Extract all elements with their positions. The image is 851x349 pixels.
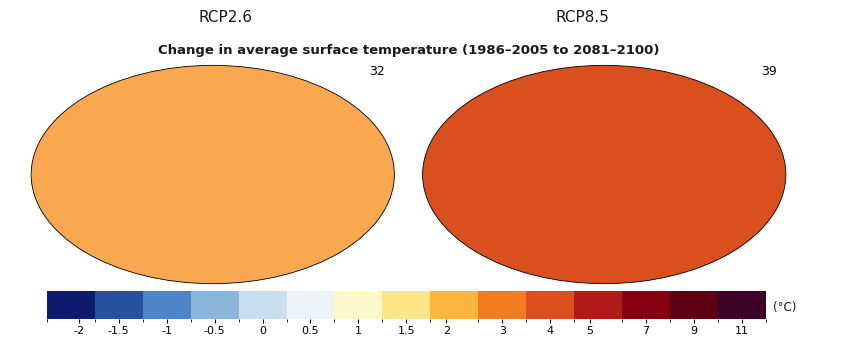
Text: RCP8.5: RCP8.5 — [556, 10, 610, 25]
Text: Change in average surface temperature (1986–2005 to 2081–2100): Change in average surface temperature (1… — [157, 44, 660, 57]
Text: RCP2.6: RCP2.6 — [198, 10, 253, 25]
Ellipse shape — [31, 65, 394, 284]
Text: 32: 32 — [369, 65, 385, 78]
Text: 39: 39 — [761, 65, 776, 78]
Ellipse shape — [423, 65, 785, 284]
Text: (°C): (°C) — [773, 301, 796, 314]
